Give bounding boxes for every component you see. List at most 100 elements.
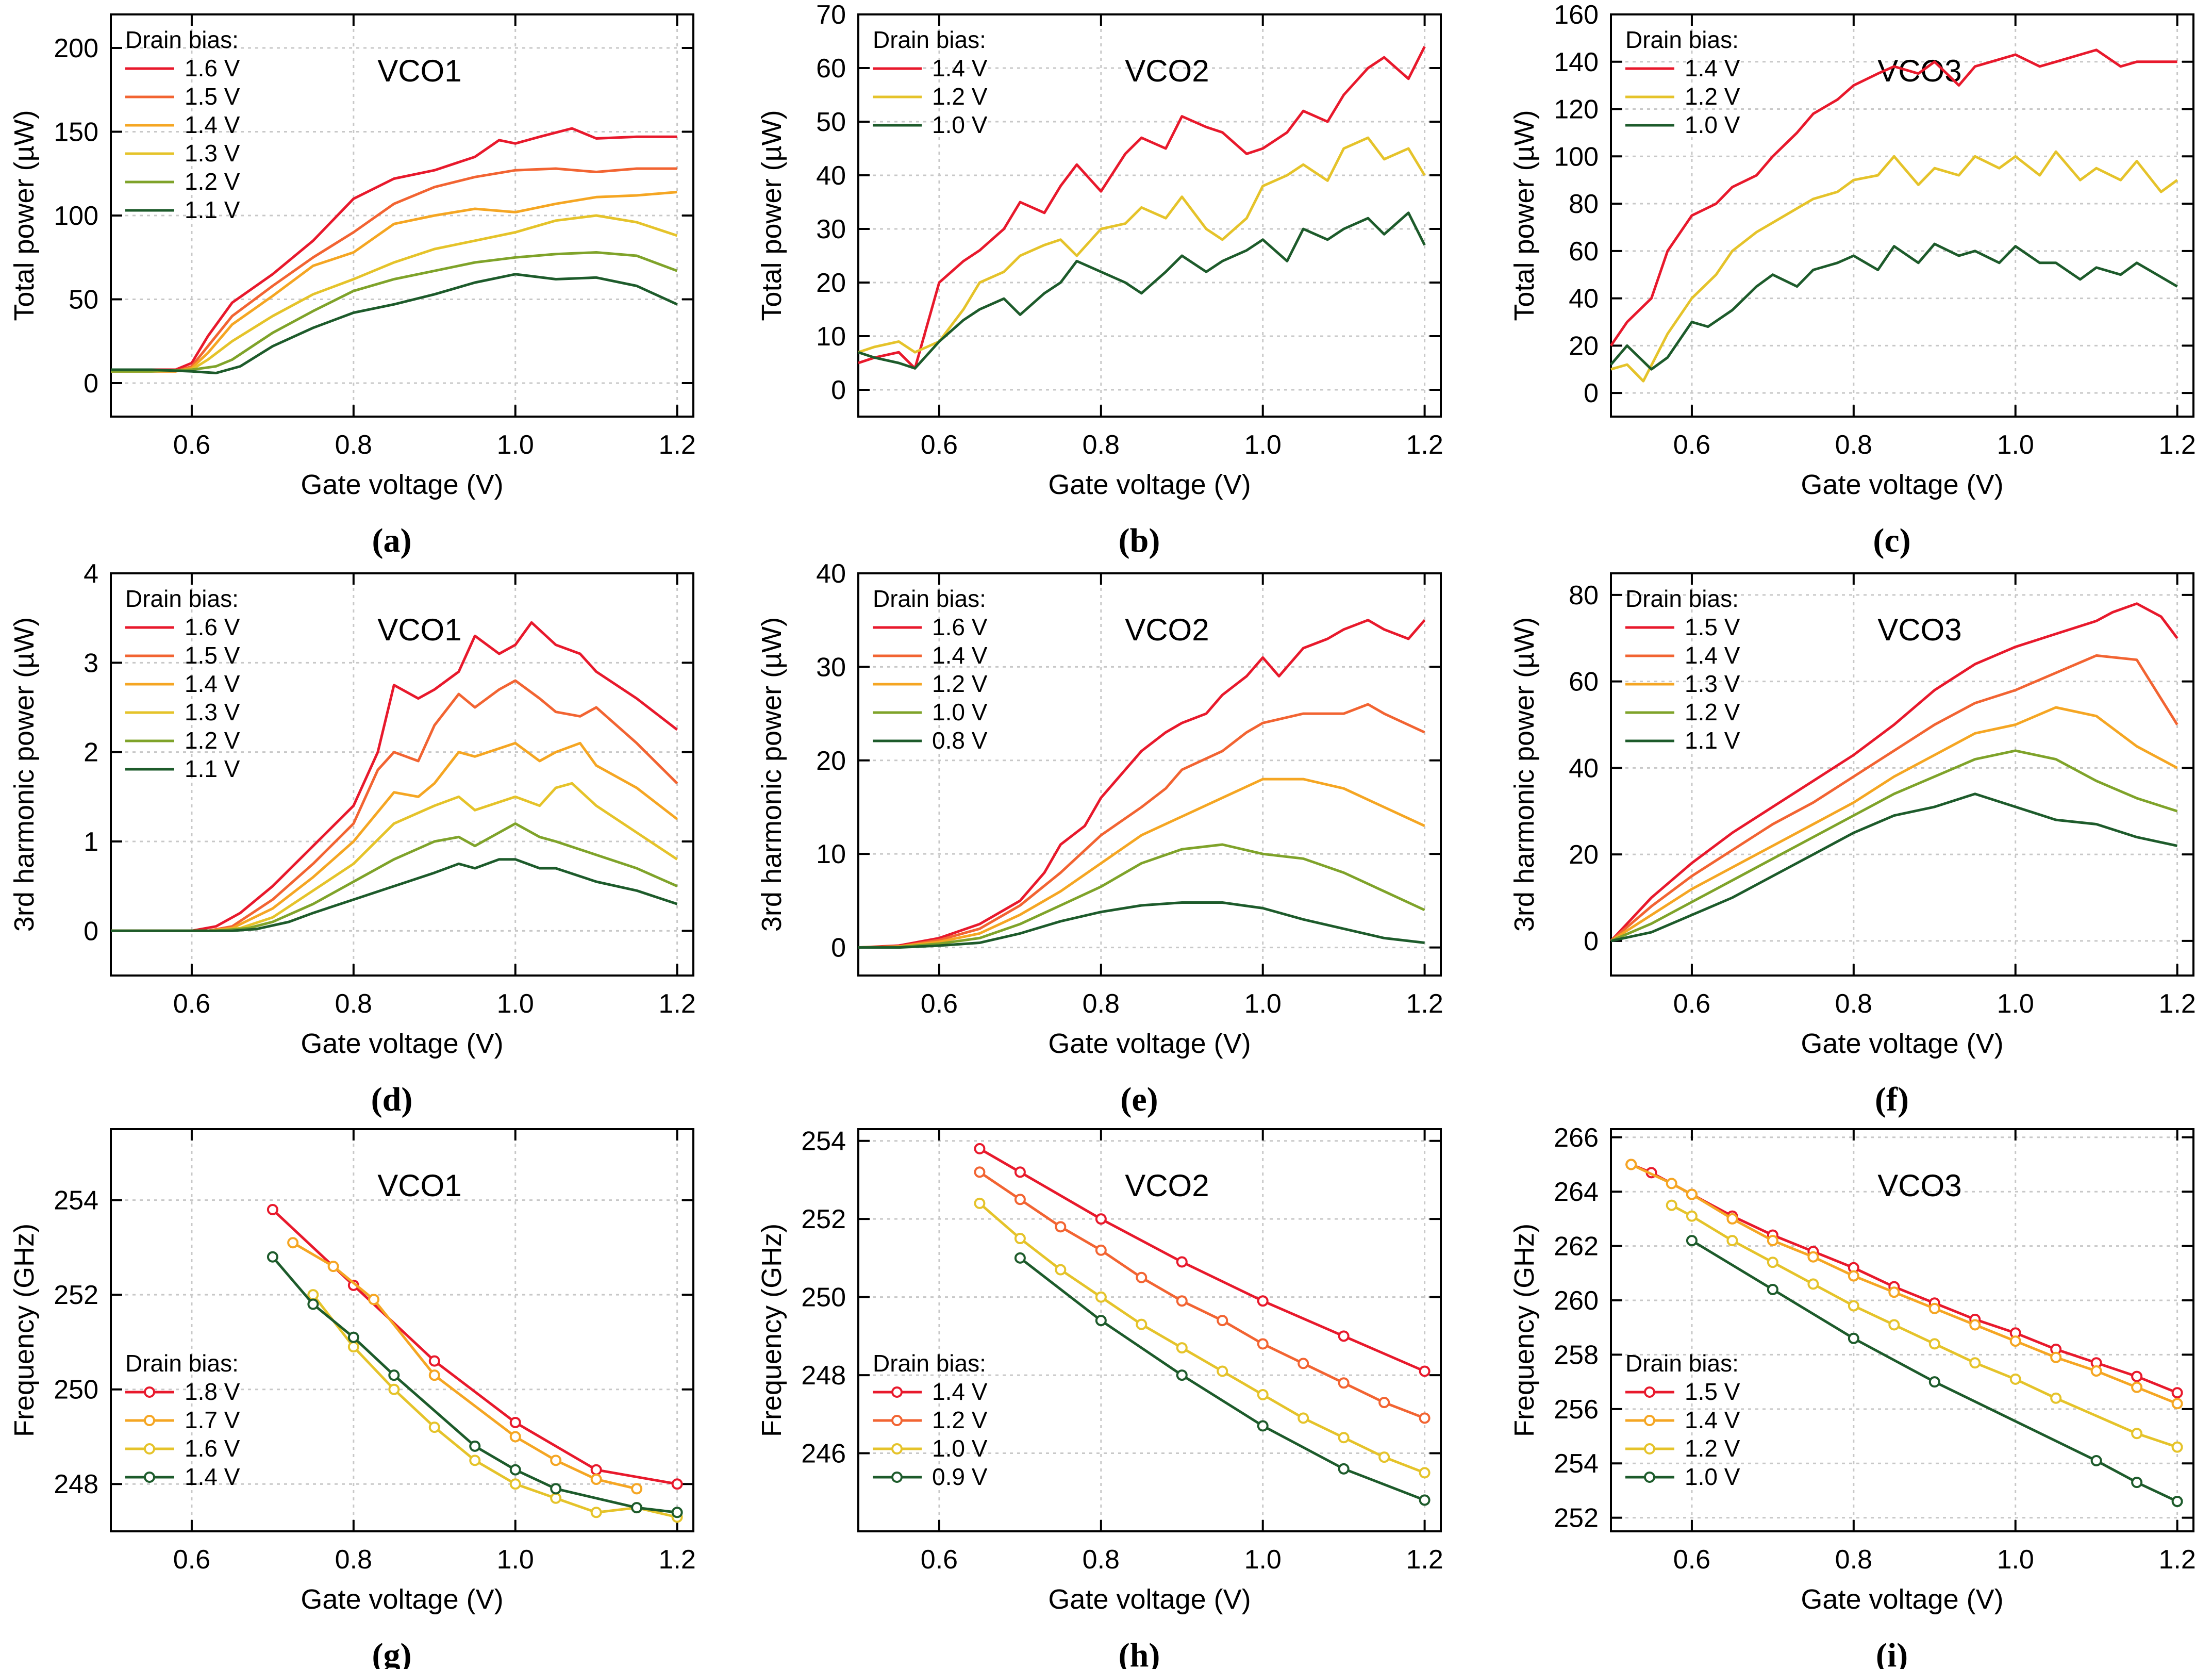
y-tick-label: 30 [816, 214, 846, 244]
chart-panel-c: 0.6 0.8 1.0 1.2 0 20 40 60 80 100 120 140 160 Gate vo… [1509, 0, 2196, 559]
legend-marker [891, 1386, 903, 1398]
y-axis-label: 3rd harmonic power (µW) [9, 617, 40, 932]
legend-entry: 1.2 V [1685, 1435, 1740, 1462]
data-point [2131, 1370, 2143, 1382]
data-point [1419, 1467, 1431, 1479]
chart-title: VCO3 [1877, 54, 1961, 88]
legend-entry: 1.4 V [185, 670, 240, 697]
legend-title: Drain bias: [1625, 26, 1739, 53]
panel-caption: (b) [1119, 522, 1160, 559]
legend-entry: 1.4 V [932, 1378, 988, 1405]
data-point [2009, 1335, 2021, 1347]
x-tick-label: 1.0 [497, 1545, 534, 1575]
data-point [327, 1261, 339, 1273]
x-tick-label: 0.6 [1673, 1545, 1710, 1575]
series-line-1.3v [111, 782, 678, 932]
chart-title: VCO1 [377, 54, 461, 88]
data-point [671, 1478, 683, 1490]
x-tick-label: 0.8 [1083, 430, 1120, 460]
data-point [509, 1431, 521, 1443]
chart-panel-b: 0.6 0.8 1.0 1.2 0 10 20 30 40 50 60 70 Gate voltage … [756, 0, 1443, 559]
x-axis-label: Gate voltage (V) [301, 469, 503, 500]
chart-title: VCO1 [377, 1168, 461, 1203]
plot-frame [1610, 572, 2194, 977]
data-point [509, 1416, 521, 1428]
series-line-1.4v [111, 741, 678, 932]
legend-marker [1644, 1472, 1655, 1483]
data-point [590, 1507, 602, 1518]
y-tick-label: 30 [816, 652, 846, 682]
y-tick-label: 256 [1554, 1395, 1599, 1425]
legend-entry: 1.7 V [185, 1407, 240, 1433]
x-tick-label: 0.6 [173, 989, 210, 1019]
plot-frame [1610, 13, 2194, 418]
data-point [1848, 1332, 1859, 1344]
data-point [1686, 1188, 1698, 1200]
series-line-1.0v [1691, 1239, 2178, 1503]
x-tick-label: 1.2 [658, 430, 695, 460]
data-point [1338, 1432, 1350, 1444]
legend-entry: 1.4 V [932, 642, 988, 669]
data-point [347, 1341, 359, 1353]
data-point [1726, 1213, 1738, 1225]
legend-marker [891, 1443, 903, 1455]
series-line-1.2v [858, 778, 1425, 949]
data-point [2171, 1387, 2183, 1399]
x-tick-label: 1.0 [1244, 989, 1282, 1019]
series-line-1.2v [979, 1171, 1425, 1419]
data-point [974, 1197, 986, 1209]
data-point [1848, 1300, 1859, 1312]
y-tick-label: 248 [801, 1361, 846, 1391]
y-tick-label: 20 [816, 746, 846, 776]
data-point [1095, 1244, 1107, 1256]
legend-marker [891, 1415, 903, 1426]
data-point [509, 1478, 521, 1490]
chart-title: VCO3 [1877, 613, 1961, 647]
chart-title: VCO2 [1125, 1168, 1209, 1203]
data-point [1176, 1342, 1188, 1354]
data-point [550, 1455, 562, 1466]
panel-caption: (c) [1873, 522, 1910, 559]
data-point [2171, 1496, 2183, 1508]
y-tick-label: 40 [816, 161, 846, 191]
plot-frame [857, 1128, 1442, 1532]
x-axis-label: Gate voltage (V) [301, 1028, 503, 1059]
y-axis-label: Frequency (GHz) [9, 1224, 40, 1437]
data-point [1257, 1389, 1269, 1400]
data-point [1095, 1291, 1107, 1303]
legend-entry: 1.5 V [1685, 614, 1740, 640]
series-line-1.0v [858, 843, 1425, 949]
series-line-1.5v [1610, 602, 2178, 942]
y-tick-label: 254 [801, 1127, 846, 1156]
chart-panel-f: 0.6 0.8 1.0 1.2 0 20 40 60 80 Gate voltage (V) 3rd… [1509, 572, 2196, 1118]
y-tick-label: 100 [1554, 142, 1599, 172]
legend-entry: 1.5 V [185, 642, 240, 669]
chart-panel-g: 0.6 0.8 1.0 1.2 248 250 252 254 Gate voltage (V)… [9, 1128, 696, 1669]
legend-title: Drain bias: [873, 1350, 986, 1377]
y-tick-label: 252 [54, 1280, 98, 1310]
data-point [1136, 1271, 1147, 1283]
data-point [267, 1251, 278, 1263]
y-tick-label: 248 [54, 1469, 98, 1499]
y-tick-label: 246 [801, 1439, 846, 1469]
data-point [368, 1294, 380, 1306]
legend-entry: 1.4 V [932, 55, 988, 81]
data-point [550, 1492, 562, 1504]
y-tick-label: 10 [816, 839, 846, 869]
series-line-1.6v [111, 621, 678, 932]
chart-panel-h: 0.6 0.8 1.0 1.2 246 248 250 252 254 Gate voltage … [756, 1127, 1443, 1669]
x-tick-label: 1.2 [658, 1545, 695, 1575]
data-point [428, 1422, 440, 1433]
legend-entry: 1.2 V [185, 168, 240, 195]
chart-panel-d: 0.6 0.8 1.0 1.2 0 1 2 3 4 Gate voltage (V) 3rd har… [9, 559, 696, 1118]
data-point [1419, 1412, 1431, 1424]
y-tick-label: 254 [1554, 1449, 1599, 1479]
y-tick-label: 140 [1554, 47, 1599, 77]
y-axis-label: Total power (µW) [1509, 110, 1540, 321]
data-point [2090, 1365, 2102, 1377]
y-axis-label: Frequency (GHz) [1509, 1224, 1540, 1437]
chart-title: VCO2 [1125, 613, 1209, 647]
data-point [1014, 1252, 1026, 1264]
legend-entry: 1.4 V [1685, 642, 1740, 669]
series-line-1.0v [978, 1202, 1425, 1474]
